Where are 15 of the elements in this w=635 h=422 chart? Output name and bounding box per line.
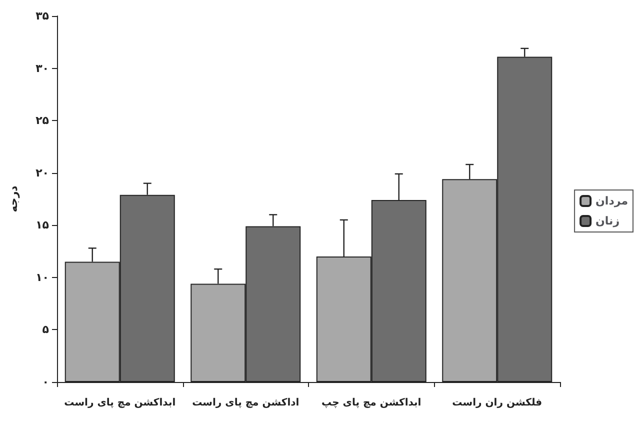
y-tick-label: ۲۰	[36, 166, 49, 180]
y-tick-label: ۵	[42, 323, 50, 336]
x-tick-label: اداکشن مچ پای راست	[192, 398, 300, 408]
legend-label: مردان	[596, 194, 628, 208]
y-axis-title: درجه	[7, 185, 20, 212]
y-tick-label: ۲۵	[36, 114, 50, 128]
legend-label: زنان	[596, 214, 620, 228]
y-tick-label: ۰	[42, 376, 49, 388]
y-tick-label: ۱۵	[36, 218, 50, 232]
y-tick-label: ۳۵	[36, 10, 50, 22]
x-tick-label: ابداکشن مچ پای چپ	[322, 398, 422, 408]
y-tick-label: ۳۰	[36, 62, 49, 75]
x-tick-label: فلکشن ران راست	[452, 398, 542, 408]
x-tick-label: ابداکشن مچ پای راست	[64, 398, 176, 408]
y-tick-label: ۱۰	[36, 270, 49, 284]
